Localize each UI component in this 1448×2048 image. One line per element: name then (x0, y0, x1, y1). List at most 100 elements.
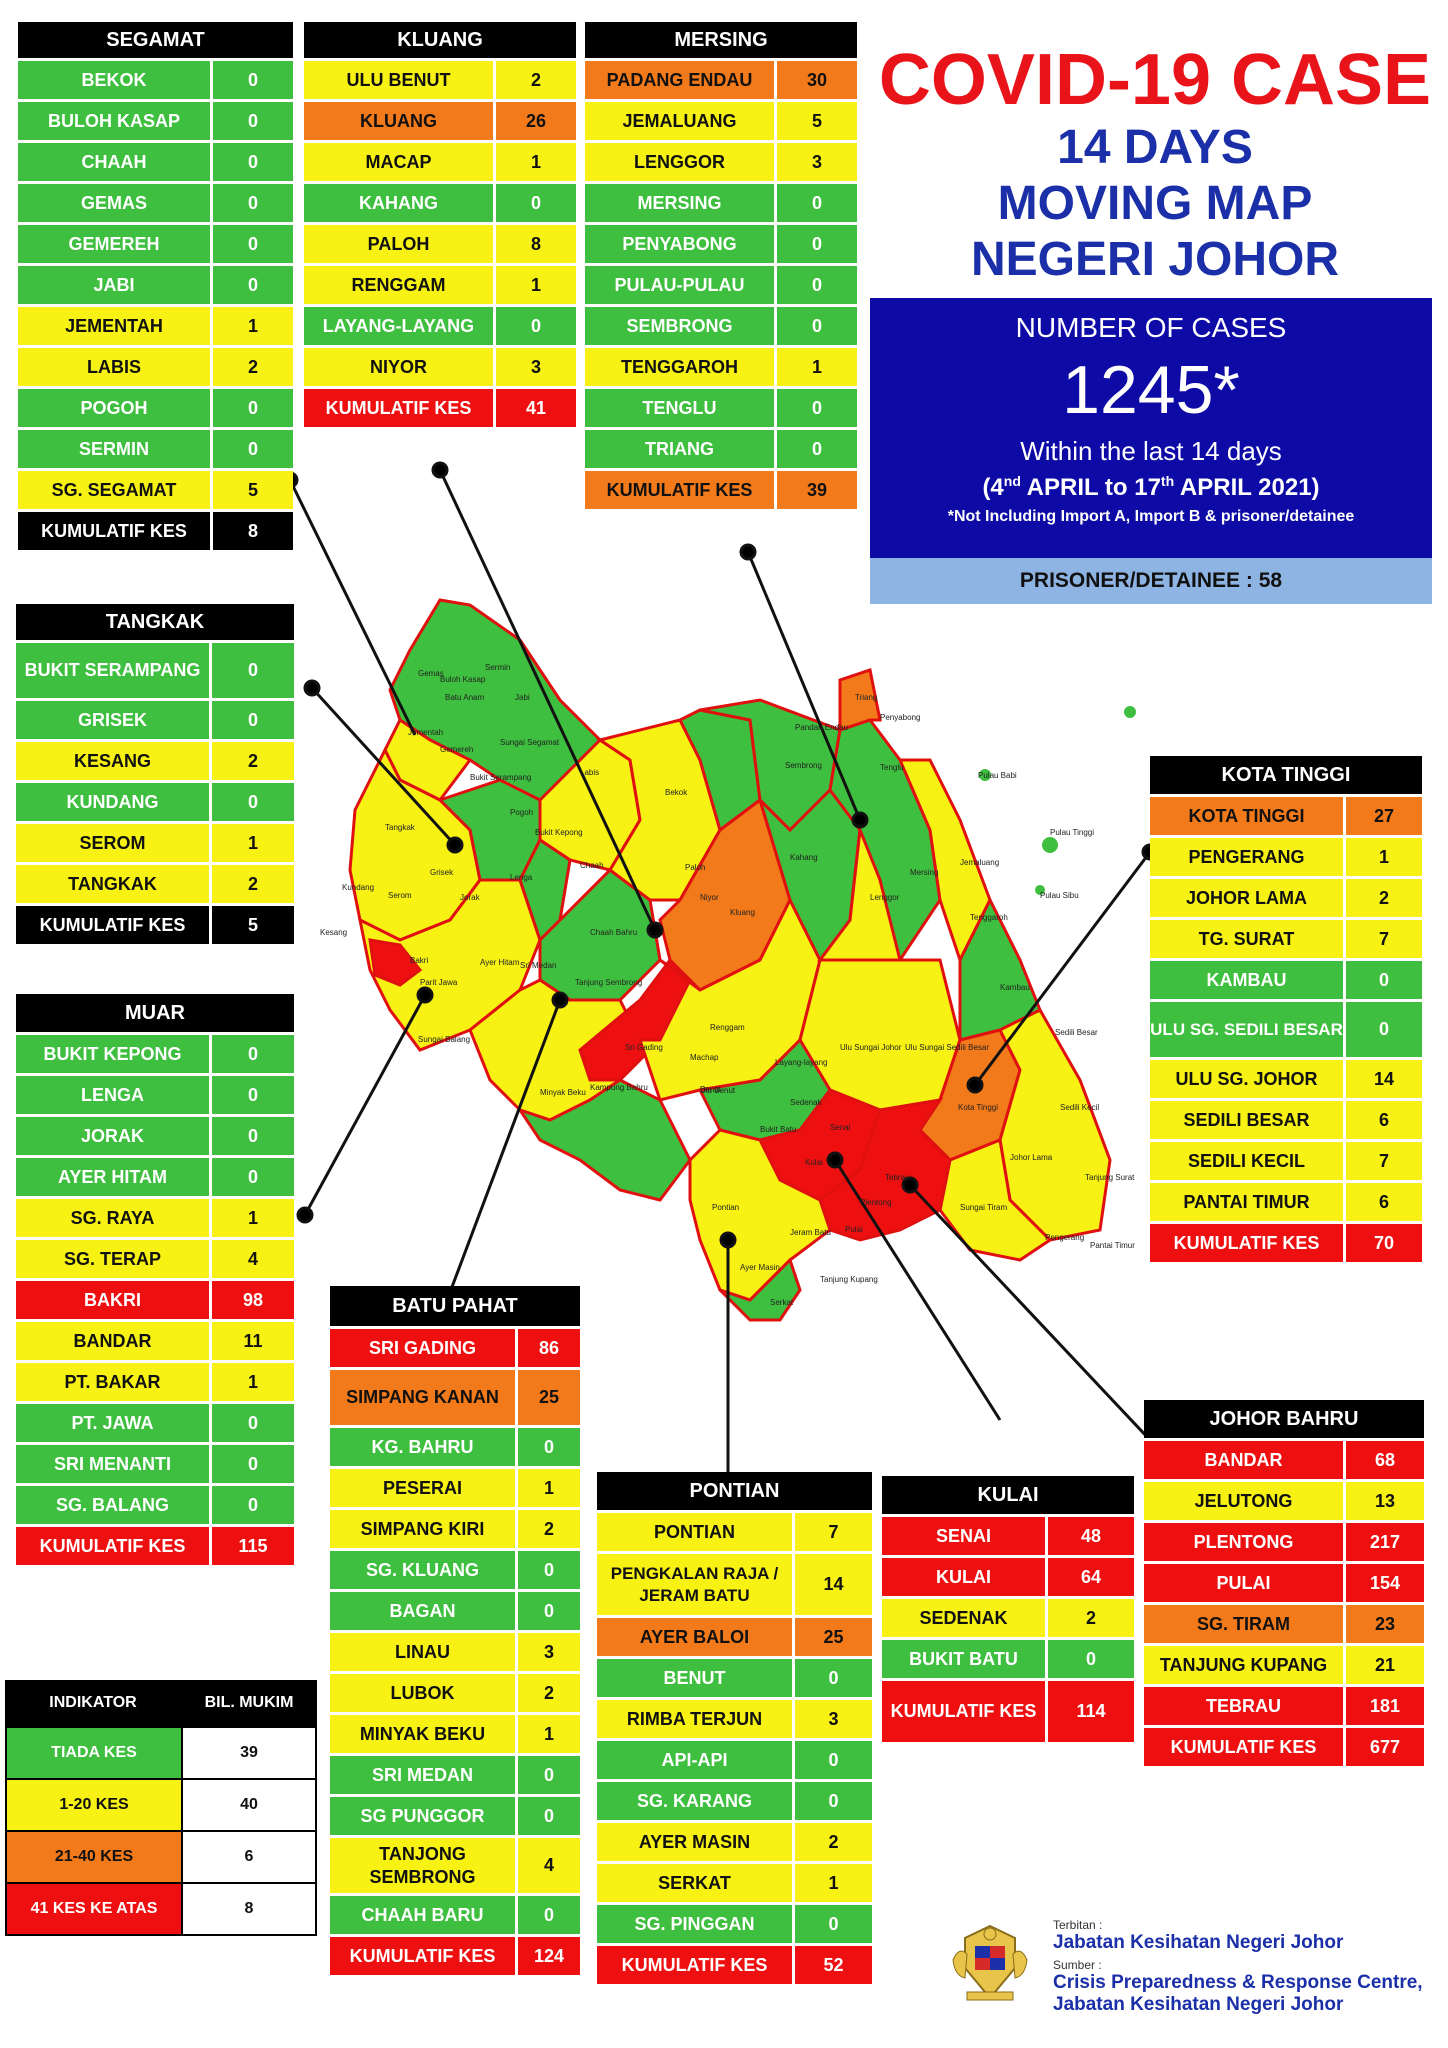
case-count: 7 (1346, 1142, 1422, 1180)
panel-row-ulu-sg-johor: ULU SG. JOHOR 14 (1150, 1057, 1422, 1098)
mukim-name: MINYAK BEKU (330, 1715, 518, 1753)
panel-row-sermin: SERMIN 0 (18, 427, 293, 468)
mukim-name: SIMPANG KANAN (330, 1370, 518, 1425)
panel-row-pulai: PULAI 154 (1144, 1561, 1424, 1602)
panel-row-kumulatif-kes: KUMULATIF KES 115 (16, 1524, 294, 1565)
map-label-kambau: Kambau (1000, 983, 1030, 992)
case-count: 21 (1346, 1646, 1424, 1684)
panel-row-ayer-baloi: AYER BALOI 25 (597, 1615, 872, 1656)
panel-row-sg-terap: SG. TERAP 4 (16, 1237, 294, 1278)
case-count: 1 (496, 266, 576, 304)
map-label-tenglu: Tenglu (880, 763, 904, 772)
map-label-ayer-hitam: Ayer Hitam (480, 958, 520, 967)
mukim-name: KUMULATIF KES (1150, 1224, 1346, 1262)
mukim-name: JEMENTAH (18, 307, 213, 345)
cases-total: 1245* (1062, 352, 1240, 428)
case-count: 181 (1346, 1687, 1424, 1725)
map-label-kota-tinggi: Kota Tinggi (958, 1103, 998, 1112)
panel-row-ayer-hitam: AYER HITAM 0 (16, 1155, 294, 1196)
map-label-serkat: Serkat (770, 1298, 794, 1307)
panel-title: KLUANG (304, 22, 576, 58)
panel-row-buloh-kasap: BULOH KASAP 0 (18, 99, 293, 140)
panel-row-simpang-kanan: SIMPANG KANAN 25 (330, 1367, 580, 1425)
case-count: 3 (518, 1633, 580, 1671)
case-count: 27 (1346, 797, 1422, 835)
mukim-name: KUMULATIF KES (18, 512, 213, 550)
panel-row-tanjong-sembrong: TANJONG SEMBRONG 4 (330, 1835, 580, 1893)
case-count: 26 (496, 102, 576, 140)
panel-kulai: KULAI SENAI 48 KULAI 64 SEDENAK 2 BUKIT BATU 0 KU… (882, 1476, 1134, 1742)
panel-row-bagan: BAGAN 0 (330, 1589, 580, 1630)
mukim-name: SERMIN (18, 430, 213, 468)
case-count: 5 (777, 102, 857, 140)
panel-row-sg-raya: SG. RAYA 1 (16, 1196, 294, 1237)
mukim-name: KUMULATIF KES (304, 389, 496, 427)
mukim-name: SENAI (882, 1517, 1048, 1555)
panel-row-pontian: PONTIAN 7 (597, 1510, 872, 1551)
map-label-penyabong: Penyabong (880, 713, 920, 722)
mukim-name: CHAAH BARU (330, 1896, 518, 1934)
mukim-name: TENGLU (585, 389, 777, 427)
panel-johor-bahru: JOHOR BAHRU BANDAR 68 JELUTONG 13 PLENTONG 217… (1144, 1400, 1424, 1766)
title-block: COVID-19 CASE 14 DAYS MOVING MAP NEGERI … (875, 40, 1435, 288)
map-label-jemaluang: Jemaluang (960, 858, 999, 867)
case-count: 0 (795, 1659, 872, 1697)
case-count: 2 (518, 1510, 580, 1548)
map-label-kundang: Kundang (342, 883, 374, 892)
map-label-chaah: Chaah (580, 861, 604, 870)
mukim-name: RENGGAM (304, 266, 496, 304)
case-count: 64 (1048, 1558, 1134, 1596)
map-label-tanjung-kupang: Tanjung Kupang (820, 1275, 878, 1284)
cases-range-prefix: (4 (982, 474, 1004, 501)
case-count: 0 (777, 184, 857, 222)
panel-row-rimba-terjun: RIMBA TERJUN 3 (597, 1697, 872, 1738)
case-count: 0 (518, 1551, 580, 1589)
mukim-name: MACAP (304, 143, 496, 181)
map-label-kahang: Kahang (790, 853, 818, 862)
mukim-name: SEROM (16, 824, 212, 862)
mukim-name: TANJUNG KUPANG (1144, 1646, 1346, 1684)
cases-range-suffix: APRIL 2021) (1174, 474, 1320, 501)
panel-row-plentong: PLENTONG 217 (1144, 1520, 1424, 1561)
panel-row-gemas: GEMAS 0 (18, 181, 293, 222)
mukim-name: CHAAH (18, 143, 213, 181)
case-count: 0 (518, 1797, 580, 1835)
panel-row-kumulatif-kes: KUMULATIF KES 52 (597, 1943, 872, 1984)
map-label-jabi: Jabi (515, 693, 530, 702)
panel-row-sg-punggor: SG PUNGGOR 0 (330, 1794, 580, 1835)
map-label-batu-anam: Batu Anam (445, 693, 484, 702)
panel-row-kumulatif-kes: KUMULATIF KES 124 (330, 1934, 580, 1975)
publisher: Jabatan Kesihatan Negeri Johor (1053, 1932, 1344, 1953)
panel-row-gemereh: GEMEREH 0 (18, 222, 293, 263)
case-count: 0 (213, 430, 293, 468)
mukim-name: SG PUNGGOR (330, 1797, 518, 1835)
mukim-name: KLUANG (304, 102, 496, 140)
mukim-name: GRISEK (16, 701, 212, 739)
map-label-tebrau: Tebrau (885, 1173, 909, 1182)
case-count: 677 (1346, 1728, 1424, 1766)
mukim-name: TRIANG (585, 430, 777, 468)
mukim-name: PADANG ENDAU (585, 61, 777, 99)
region-pengerang (938, 1137, 1053, 1262)
map-label-pulau-babi: Pulau Babi (978, 771, 1017, 780)
mukim-name: JEMALUANG (585, 102, 777, 140)
legend-row-tiada-kes: TIADA KES 39 (5, 1726, 317, 1778)
case-count: 0 (1346, 1002, 1422, 1057)
panel-row-triang: TRIANG 0 (585, 427, 857, 468)
case-count: 0 (213, 225, 293, 263)
map-label-bakri: Bakri (410, 956, 428, 965)
map-label-sungai-segamat: Sungai Segamat (500, 738, 560, 747)
panel-row-tenglu: TENGLU 0 (585, 386, 857, 427)
mukim-name: AYER BALOI (597, 1618, 795, 1656)
mukim-name: LENGGOR (585, 143, 777, 181)
case-count: 0 (518, 1592, 580, 1630)
case-count: 154 (1346, 1564, 1424, 1602)
panel-row-renggam: RENGGAM 1 (304, 263, 576, 304)
region-muar (357, 878, 542, 1052)
panel-row-pengkalan-raja-jeram-batu: PENGKALAN RAJA / JERAM BATU 14 (597, 1551, 872, 1615)
mukim-name: NIYOR (304, 348, 496, 386)
panel-row-johor-lama: JOHOR LAMA 2 (1150, 876, 1422, 917)
legend-count: 39 (181, 1728, 317, 1778)
map-label-triang: Triang (855, 693, 877, 702)
